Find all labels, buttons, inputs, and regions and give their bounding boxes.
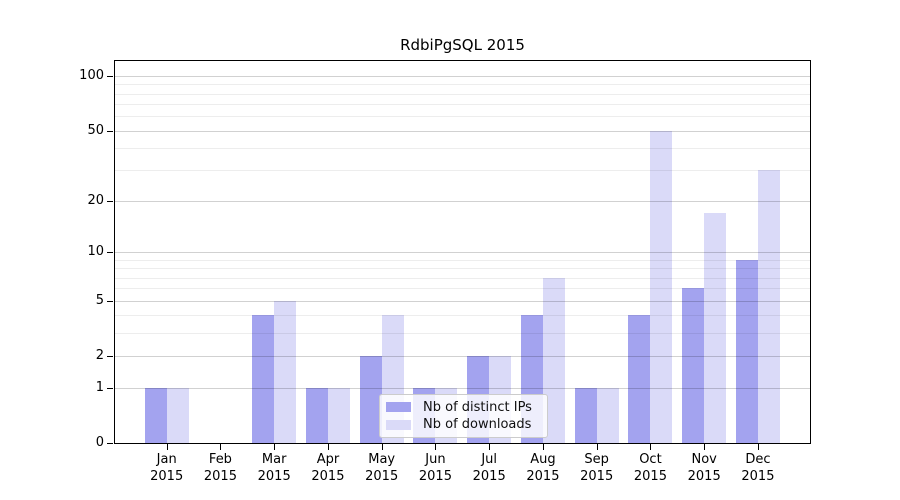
y-tick-mark: [107, 387, 113, 389]
x-axis-label: Oct 2015: [633, 452, 667, 484]
y-tick-mark: [107, 300, 113, 302]
major-gridline: [115, 130, 810, 132]
x-tick-mark: [220, 444, 222, 450]
bar-distinct-ips: [359, 355, 382, 443]
y-tick-mark: [107, 252, 113, 254]
y-tick-mark: [107, 130, 113, 132]
minor-gridline: [115, 288, 810, 290]
legend-swatch-distinct-ips: [386, 402, 411, 413]
x-axis-label: Sep 2015: [580, 452, 614, 484]
x-axis-label: Aug 2015: [526, 452, 560, 484]
y-axis-label: 50: [87, 122, 104, 138]
major-gridline: [115, 300, 810, 302]
major-gridline: [115, 355, 810, 357]
bar-distinct-ips: [735, 260, 758, 443]
legend-item-distinct-ips: Nb of distinct IPs: [386, 400, 541, 415]
legend-label-downloads: Nb of downloads: [423, 417, 532, 433]
y-axis-label: 5: [95, 292, 104, 308]
x-tick-mark: [489, 444, 491, 450]
y-axis-label: 100: [79, 68, 104, 84]
major-gridline: [115, 201, 810, 203]
bar-downloads: [650, 130, 673, 443]
bar-distinct-ips: [144, 387, 167, 443]
x-axis-label: Jul 2015: [472, 452, 506, 484]
y-tick-mark: [107, 201, 113, 203]
x-tick-mark: [381, 444, 383, 450]
legend: Nb of distinct IPs Nb of downloads: [379, 394, 548, 438]
minor-gridline: [115, 104, 810, 106]
legend-swatch-downloads: [386, 419, 411, 430]
minor-gridline: [115, 268, 810, 270]
x-tick-mark: [650, 444, 652, 450]
minor-gridline: [115, 277, 810, 279]
bar-distinct-ips: [628, 315, 651, 443]
y-axis-label: 1: [95, 379, 104, 395]
x-axis-label: Jan 2015: [150, 452, 184, 484]
x-tick-mark: [327, 444, 329, 450]
bar-downloads: [166, 387, 189, 443]
y-axis-label: 2: [95, 347, 104, 363]
bar-downloads: [704, 213, 727, 443]
x-tick-mark: [596, 444, 598, 450]
minor-gridline: [115, 116, 810, 118]
bar-downloads: [596, 387, 619, 443]
x-axis-label: May 2015: [365, 452, 399, 484]
major-gridline: [115, 252, 810, 254]
minor-gridline: [115, 170, 810, 172]
x-tick-mark: [435, 444, 437, 450]
bar-distinct-ips: [305, 387, 328, 443]
y-axis-label: 20: [87, 193, 104, 209]
x-tick-mark: [704, 444, 706, 450]
x-tick-mark: [274, 444, 276, 450]
x-tick-mark: [166, 444, 168, 450]
x-axis-label: Nov 2015: [687, 452, 721, 484]
y-tick-mark: [107, 355, 113, 357]
y-tick-mark: [107, 443, 113, 444]
y-tick-mark: [107, 76, 113, 78]
bar-distinct-ips: [574, 387, 597, 443]
bar-distinct-ips: [252, 315, 275, 443]
chart-title: RdbiPgSQL 2015: [400, 36, 525, 54]
bar-downloads: [542, 277, 565, 443]
minor-gridline: [115, 93, 810, 95]
legend-label-distinct-ips: Nb of distinct IPs: [423, 399, 532, 415]
bar-distinct-ips: [682, 288, 705, 443]
bar-downloads: [757, 170, 780, 443]
major-gridline: [115, 387, 810, 389]
y-axis-label: 10: [87, 244, 104, 260]
x-axis-label: Apr 2015: [311, 452, 345, 484]
minor-gridline: [115, 260, 810, 261]
x-axis-label: Dec 2015: [741, 452, 775, 484]
major-gridline: [115, 76, 810, 78]
legend-item-downloads: Nb of downloads: [386, 417, 541, 432]
minor-gridline: [115, 315, 810, 317]
minor-gridline: [115, 147, 810, 149]
bar-downloads: [274, 300, 297, 443]
bar-downloads: [327, 387, 350, 443]
x-tick-mark: [542, 444, 544, 450]
minor-gridline: [115, 332, 810, 334]
y-axis-label: 0: [95, 435, 104, 450]
x-axis-label: Jun 2015: [418, 452, 452, 484]
minor-gridline: [115, 84, 810, 86]
x-axis-label: Mar 2015: [257, 452, 291, 484]
x-tick-mark: [757, 444, 759, 450]
x-axis-label: Feb 2015: [203, 452, 237, 484]
